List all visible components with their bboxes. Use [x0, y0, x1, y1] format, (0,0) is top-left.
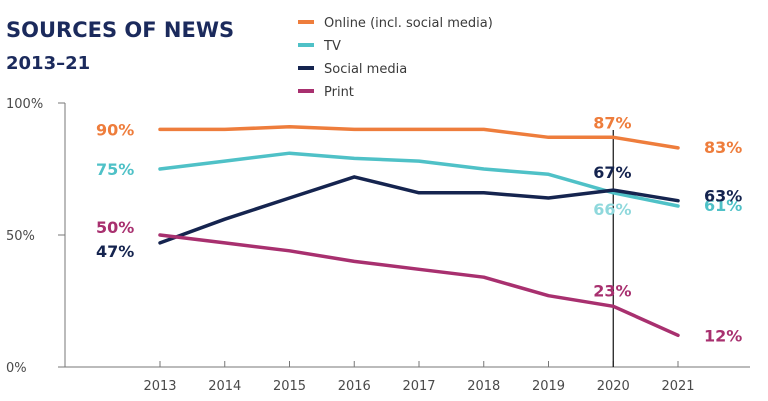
data-label-online-incl-social-media-2021: 83% [704, 138, 742, 157]
data-labels: 90% 87% 83% 75% 66% 61% 47% 67% 63% 50% 23% 12% [96, 113, 742, 345]
chart-title: SOURCES OF NEWS [6, 18, 234, 42]
axes: 100% 50% 0% 2013 2014 2015 2016 2017 2018 2019 202… [6, 97, 750, 394]
legend: Online (incl. social media) TV Social medi… [298, 16, 493, 100]
x-tick-label: 2018 [467, 379, 500, 394]
series-lines [158, 125, 680, 338]
data-label-tv-2020: 66% [593, 200, 631, 219]
series-line-tv [158, 151, 680, 208]
legend-label-tv: TV [323, 39, 341, 54]
data-label-online-incl-social-media-2013: 90% [96, 120, 134, 139]
legend-label-print: Print [324, 85, 354, 100]
legend-label-online-incl-social-media: Online (incl. social media) [324, 16, 493, 31]
y-tick-label: 100% [6, 97, 43, 112]
x-tick-label: 2015 [273, 379, 306, 394]
data-label-online-incl-social-media-2020: 87% [593, 113, 631, 132]
x-tick-label: 2021 [661, 379, 694, 394]
series-line-social-media [158, 175, 680, 245]
x-tick-label: 2017 [402, 379, 435, 394]
y-tick-label: 50% [6, 229, 35, 244]
series-line-online-incl-social-media [158, 125, 680, 150]
data-label-print-2013: 50% [96, 218, 134, 237]
data-label-tv-2021: 61% [704, 196, 742, 215]
data-label-tv-2013: 75% [96, 160, 134, 179]
x-tick-label: 2020 [597, 379, 630, 394]
data-label-social-media-2013: 47% [96, 242, 134, 261]
data-label-print-2020: 23% [593, 281, 631, 300]
data-label-social-media-2021: 63% [704, 187, 742, 206]
series-line-print [158, 233, 680, 338]
x-tick-label: 2019 [532, 379, 565, 394]
x-tick-label: 2013 [143, 379, 176, 394]
data-label-print-2021: 12% [704, 326, 742, 345]
x-tick-label: 2016 [338, 379, 371, 394]
legend-label-social-media: Social media [324, 62, 407, 77]
data-label-social-media-2020: 67% [593, 163, 631, 182]
y-tick-label: 0% [6, 361, 27, 376]
chart-subtitle: 2013–21 [6, 53, 90, 74]
x-tick-label: 2014 [208, 379, 241, 394]
